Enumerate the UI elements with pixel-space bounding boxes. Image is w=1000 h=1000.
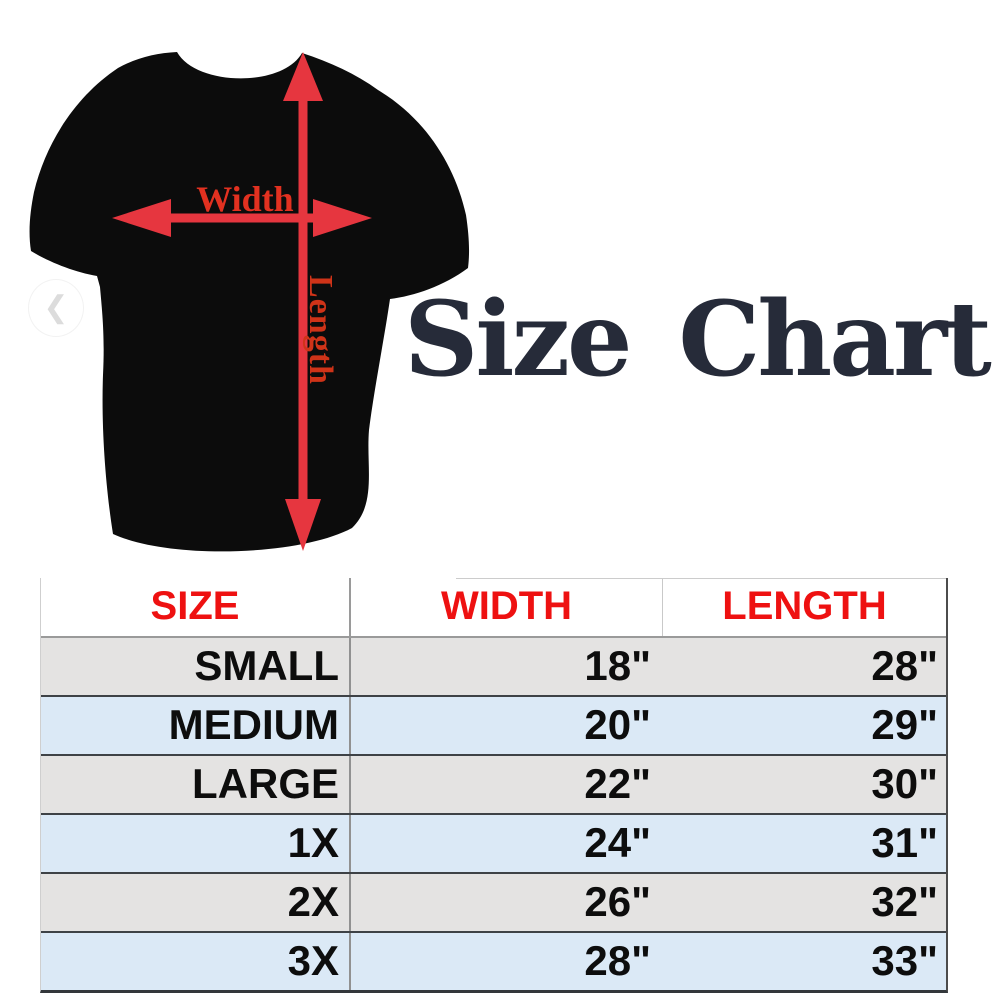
- cell-size: SMALL: [41, 638, 351, 695]
- cell-width: 18": [584, 642, 651, 689]
- cell-length: 31": [871, 819, 938, 866]
- table-header-row: SIZE WIDTH LENGTH: [41, 578, 946, 636]
- table-row-medium: MEDIUM 20" 29": [41, 695, 946, 754]
- cell-length: 29": [871, 701, 938, 748]
- cell-size: 1X: [41, 815, 351, 872]
- size-chart-table: SIZE WIDTH LENGTH SMALL 18" 28" MEDIUM 2…: [40, 578, 948, 993]
- table-top-border: [456, 578, 946, 579]
- width-label: Width: [196, 179, 293, 219]
- cell-width: 20": [584, 701, 651, 748]
- cell-size: LARGE: [41, 756, 351, 813]
- cell-length: 28": [871, 642, 938, 689]
- tshirt-measurement-diagram: Width Length: [29, 52, 470, 552]
- tshirt-silhouette: [29, 52, 470, 552]
- header-size: SIZE: [41, 578, 351, 636]
- table-row-3x: 3X 28" 33": [41, 931, 946, 990]
- page-title: Size Chart: [404, 279, 992, 400]
- cell-length: 32": [871, 878, 938, 925]
- cell-size: 3X: [41, 933, 351, 990]
- chevron-left-icon: ❮: [43, 291, 69, 324]
- cell-size: MEDIUM: [41, 697, 351, 754]
- table-row-large: LARGE 22" 30": [41, 754, 946, 813]
- header-length: LENGTH: [722, 584, 887, 628]
- cell-length: 33": [871, 937, 938, 984]
- cell-width: 28": [584, 937, 651, 984]
- table-row-1x: 1X 24" 31": [41, 813, 946, 872]
- length-label: Length: [302, 275, 339, 385]
- length-arrow: [283, 52, 323, 551]
- width-arrow: [112, 199, 372, 237]
- table-row-2x: 2X 26" 32": [41, 872, 946, 931]
- cell-size: 2X: [41, 874, 351, 931]
- table-row-small: SMALL 18" 28": [41, 636, 946, 695]
- cell-width: 24": [584, 819, 651, 866]
- carousel-prev-button[interactable]: ❮: [28, 279, 84, 337]
- cell-length: 30": [871, 760, 938, 807]
- header-width: WIDTH: [351, 578, 663, 636]
- cell-width: 26": [584, 878, 651, 925]
- cell-width: 22": [584, 760, 651, 807]
